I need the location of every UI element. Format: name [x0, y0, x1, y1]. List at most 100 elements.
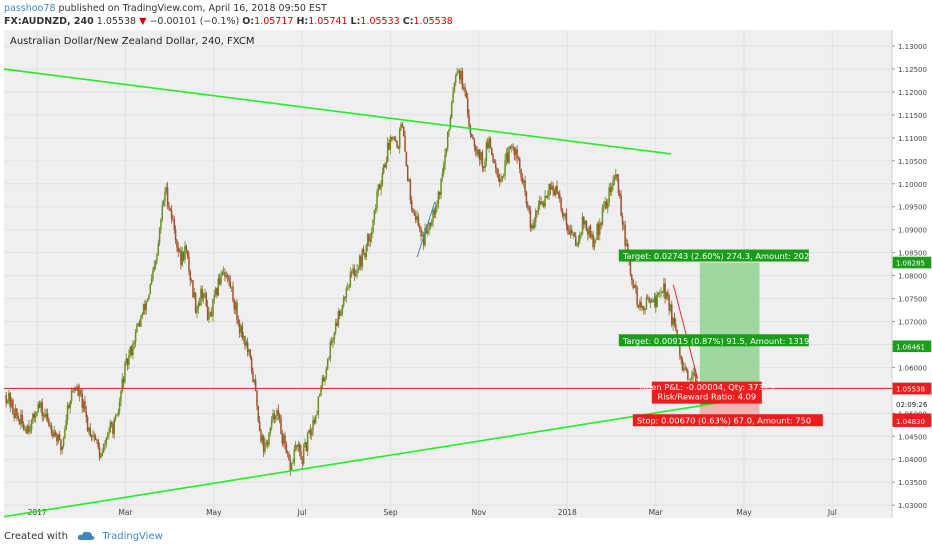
candle-body [529, 210, 532, 229]
candle-body [48, 419, 50, 426]
candle-body [587, 230, 589, 235]
candle-body [348, 286, 350, 288]
candle-body [504, 160, 506, 175]
candle-body [162, 201, 165, 206]
candle-body [306, 432, 309, 452]
y-axis-ticks: 1.13000 1.12500 1.12000 1.11500 1.11000 1.105… [892, 43, 927, 510]
symbol-label[interactable]: FX:AUDNZD, 240 [4, 16, 94, 27]
y-tick-label: 1.07000 [898, 319, 927, 327]
candle-body [313, 420, 316, 424]
candle-body [136, 324, 138, 332]
candle-body [5, 394, 7, 403]
candle-body [648, 297, 650, 303]
candle-body [248, 349, 250, 353]
candle-body [132, 344, 134, 355]
candle-body [535, 210, 537, 223]
candle-body [584, 221, 586, 225]
candle-body [282, 435, 285, 444]
candle-body [356, 269, 358, 276]
candle-body [532, 225, 534, 228]
candle-body [85, 411, 87, 418]
candle-body [321, 377, 324, 387]
candle-body [9, 392, 11, 408]
candle-body [396, 140, 398, 147]
candle-body [665, 291, 668, 299]
candle-body [555, 186, 557, 196]
candle-body [531, 225, 533, 229]
candle-body [446, 131, 449, 149]
candle-body [392, 137, 394, 139]
candle-body [188, 256, 190, 272]
candle-body [484, 160, 486, 169]
candle-body [218, 278, 221, 285]
candle-body [206, 305, 209, 320]
candle-body [266, 442, 269, 445]
candle-body [521, 177, 524, 183]
candle-body [600, 223, 602, 225]
candle-body [68, 404, 70, 408]
y-tick-label: 1.11000 [898, 135, 927, 143]
candle-body [42, 414, 45, 416]
candle-body [417, 216, 420, 226]
candle-body [354, 274, 357, 276]
candle-body [490, 148, 493, 156]
upper-trendline [3, 68, 672, 155]
candle-body [81, 393, 83, 409]
candle-body [360, 256, 362, 267]
candle-body [607, 202, 609, 209]
candle-body [189, 271, 192, 281]
candle-body [340, 313, 342, 316]
candle-body [493, 161, 496, 164]
candle-body [560, 198, 562, 210]
candle-body [84, 401, 86, 412]
x-tick-label: Mar [649, 508, 664, 517]
price-chart[interactable]: 1.13000 1.12500 1.12000 1.11500 1.11000 1.105… [0, 26, 932, 524]
candle-body [572, 233, 574, 234]
y-tick-label: 1.07500 [898, 296, 927, 304]
candle-body [537, 205, 540, 212]
candle-body [198, 303, 201, 306]
candle-body [146, 298, 149, 302]
candle-body [234, 302, 237, 310]
candle-body [245, 342, 248, 346]
candle-body [575, 236, 577, 246]
candle-body [593, 240, 596, 248]
candle-body [18, 418, 21, 425]
candle-body [486, 142, 489, 149]
candle-body [689, 378, 692, 380]
x-tick-label: May [736, 508, 752, 517]
candle-body [543, 202, 545, 207]
candle-body [101, 452, 103, 456]
candle-body [480, 152, 482, 161]
candle-body [549, 184, 552, 190]
candle-body [8, 392, 10, 402]
candle-body [204, 293, 206, 294]
candle-body [346, 287, 349, 289]
candle-body [548, 184, 550, 196]
author-link[interactable]: passhoo78 [4, 3, 56, 14]
candle-body [456, 72, 458, 77]
candle-body [296, 445, 298, 447]
candle-body [32, 413, 34, 420]
candle-body [292, 462, 294, 464]
candle-body [500, 179, 502, 182]
candle-body [605, 201, 608, 209]
candle-body [168, 206, 170, 209]
candle-body [409, 179, 412, 201]
candle-body [591, 234, 593, 238]
y-tick-label: 1.03500 [898, 479, 927, 487]
candle-body [61, 446, 63, 451]
candle-body [190, 280, 193, 281]
candle-body [28, 425, 30, 432]
y-tick-label: 1.04000 [898, 456, 927, 464]
tradingview-brand[interactable]: TradingView [102, 531, 163, 542]
candle-body [208, 312, 210, 320]
candle-body [353, 268, 356, 275]
x-tick-label: Jul [827, 508, 837, 517]
candle-body [502, 174, 505, 177]
candle-body [571, 229, 573, 234]
candle-body [429, 223, 432, 226]
price-axis[interactable] [892, 30, 932, 518]
candle-body [258, 421, 261, 431]
candle-body [185, 245, 188, 251]
